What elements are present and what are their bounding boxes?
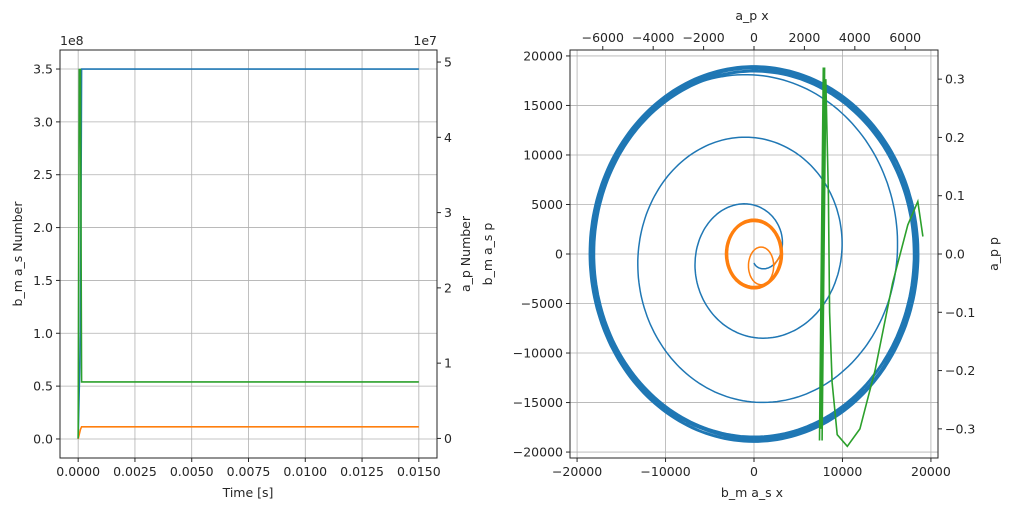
left-chart: 0.0000 0.0025 0.0050 0.0075 0.0100 0.0125 0.01…: [10, 33, 495, 500]
right-x-tick-label: 10000: [823, 464, 863, 479]
right-x-axis-label: b_m a_s x: [721, 485, 783, 500]
right-y-tick-label: 0: [555, 247, 563, 262]
left-series-line-2: [77, 426, 419, 440]
right-top-x-tick-label: 0: [750, 30, 758, 45]
right-right-tick-label: 0.2: [945, 130, 965, 145]
right-x-tick-label: −20000: [552, 464, 602, 479]
left-y-tick-label: 0.0: [33, 431, 53, 446]
left-right-y-axis-label-2: b_m a_s p: [480, 223, 495, 286]
left-right-y-axis-label: a_p Number: [458, 215, 473, 292]
left-x-tick-label: 0.0000: [56, 464, 100, 479]
right-y-tick-label: 15000: [523, 98, 563, 113]
left-x-ticks: 0.0000 0.0025 0.0050 0.0075 0.0100 0.0125 0.01…: [56, 458, 441, 479]
right-y-tick-label: −15000: [513, 395, 563, 410]
left-x-axis-label: Time [s]: [222, 485, 274, 500]
right-right-tick-label: −0.1: [945, 305, 975, 320]
left-x-tick-label: 0.0050: [170, 464, 214, 479]
left-y-axis-label: b_m a_s Number: [10, 201, 25, 307]
left-series: [77, 68, 419, 440]
right-right-tick-label: −0.3: [945, 421, 975, 436]
left-x-tick-label: 0.0075: [227, 464, 271, 479]
left-right-tick-label: 0: [444, 431, 452, 446]
left-x-tick-label: 0.0150: [397, 464, 441, 479]
right-top-x-tick-label: 4000: [839, 30, 871, 45]
left-y-tick-label: 0.5: [33, 379, 53, 394]
right-x-tick-label: −10000: [640, 464, 690, 479]
left-right-tick-label: 5: [444, 55, 452, 70]
right-x-tick-label: 20000: [911, 464, 951, 479]
right-y-tick-label: −5000: [521, 296, 563, 311]
right-y-tick-label: 5000: [531, 197, 563, 212]
left-right-ticks: 0 1 2 3 4 5: [437, 55, 452, 446]
left-grid: [60, 50, 437, 458]
right-x-tick-label: 0: [750, 464, 758, 479]
right-y-tick-label: 20000: [523, 48, 563, 63]
right-top-x-axis-label: a_p x: [735, 8, 768, 23]
right-right-tick-label: 0.1: [945, 188, 965, 203]
right-top-x-tick-label: −4000: [632, 30, 674, 45]
right-series-line-1: [588, 65, 920, 443]
right-top-x-ticks: −6000 −4000 −2000 0 2000 4000 6000: [582, 30, 921, 50]
left-right-tick-label: 2: [444, 280, 452, 295]
left-y-tick-label: 2.0: [33, 220, 53, 235]
left-right-tick-label: 4: [444, 130, 452, 145]
left-y-tick-label: 2.5: [33, 167, 53, 182]
left-x-tick-label: 0.0100: [283, 464, 327, 479]
right-right-ticks: −0.3 −0.2 −0.1 0.0 0.1 0.2 0.3: [938, 72, 975, 436]
right-y-tick-label: −10000: [513, 346, 563, 361]
right-right-tick-label: −0.2: [945, 363, 975, 378]
right-top-x-tick-label: 2000: [789, 30, 821, 45]
right-top-x-tick-label: −6000: [582, 30, 624, 45]
left-right-tick-label: 3: [444, 205, 452, 220]
left-right-tick-label: 1: [444, 356, 452, 371]
right-top-x-tick-label: −2000: [682, 30, 724, 45]
left-x-tick-label: 0.0025: [113, 464, 157, 479]
right-y-tick-label: 10000: [523, 147, 563, 162]
right-y-tick-label: −20000: [513, 445, 563, 460]
right-right-tick-label: 0.0: [945, 247, 965, 262]
left-y-ticks: 0.0 0.5 1.0 1.5 2.0 2.5 3.0 3.5: [33, 62, 60, 446]
right-top-x-tick-label: 6000: [889, 30, 921, 45]
left-y-offset-label: 1e8: [60, 33, 84, 48]
right-x-ticks: −20000 −10000 0 10000 20000: [552, 458, 951, 479]
right-series-line-2: [724, 218, 784, 290]
right-series-line-3: [818, 67, 924, 448]
left-y-tick-label: 3.0: [33, 114, 53, 129]
right-chart: −20000 −10000 0 10000 20000 −20000−15000−100…: [513, 8, 1001, 500]
right-y-ticks: −20000 −15000 −10000 −5000 0 5000 10000 15000 20…: [513, 48, 570, 460]
right-series: [588, 65, 924, 448]
left-series-line-3: [77, 68, 419, 439]
left-y-tick-label: 3.5: [33, 62, 53, 77]
right-right-tick-label: 0.3: [945, 72, 965, 87]
right-y-offset-label: 1e7: [413, 33, 437, 48]
left-x-tick-label: 0.0125: [340, 464, 384, 479]
left-y-tick-label: 1.5: [33, 273, 53, 288]
right-right-y-axis-label: a_p p: [986, 237, 1001, 271]
left-y-tick-label: 1.0: [33, 326, 53, 341]
